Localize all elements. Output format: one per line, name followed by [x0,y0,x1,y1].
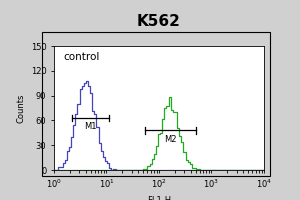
Y-axis label: Counts: Counts [16,93,25,123]
Text: K562: K562 [137,14,181,29]
Text: M1: M1 [84,122,97,131]
Text: control: control [63,52,100,62]
Text: M2: M2 [164,135,177,144]
X-axis label: FL1-H: FL1-H [147,196,171,200]
